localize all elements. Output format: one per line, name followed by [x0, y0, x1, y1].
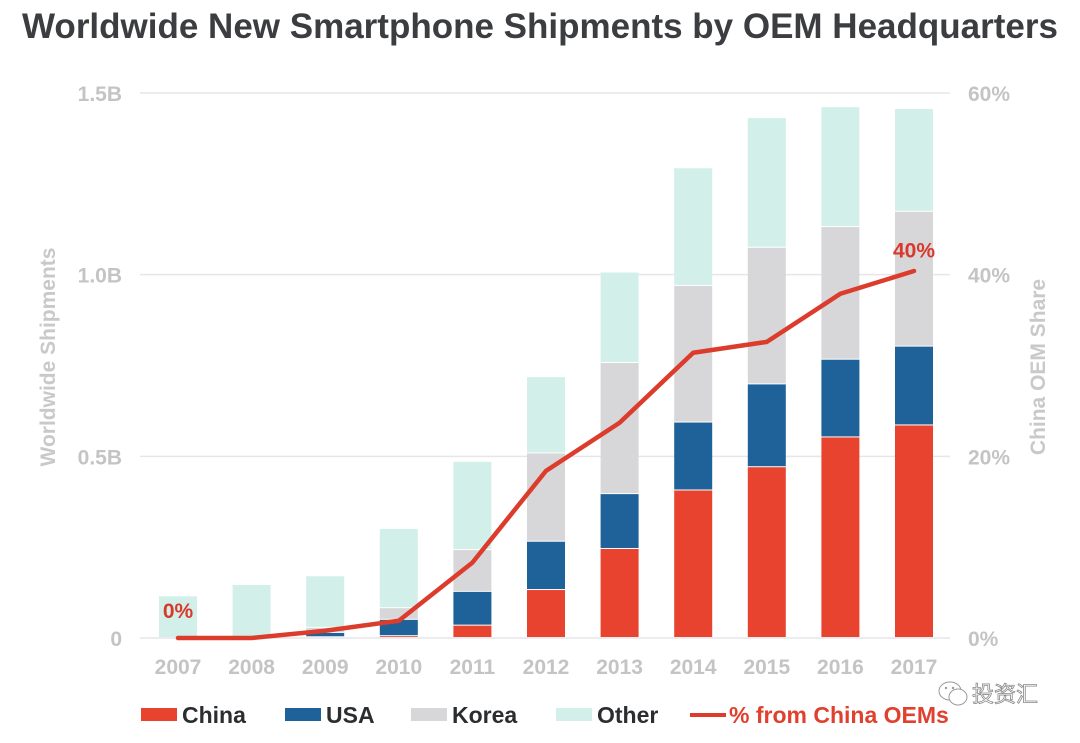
y-axis-ticks: 0 0.5B 1.0B 1.5B [78, 83, 122, 651]
watermark: 投资汇 [938, 681, 1038, 708]
legend-item-from-china-oems: % from China OEMs [690, 702, 949, 728]
bar-usa-2014 [674, 422, 713, 490]
bar-other-2010 [379, 529, 418, 608]
bar-stack-2009 [306, 576, 345, 637]
y2-axis-ticks: 0% 20% 40% 60% [968, 83, 1010, 651]
bar-china-2013 [600, 548, 639, 637]
gridlines [140, 92, 950, 639]
y-axis-title: Worldwide Shipments [37, 248, 60, 467]
bar-stack-2007 [159, 596, 197, 637]
x-tick-label: 2008 [228, 656, 275, 679]
bar-usa-2011 [453, 591, 492, 625]
wechat-icon [938, 681, 968, 706]
bar-other-2016 [821, 107, 860, 227]
chart-title: Worldwide New Smartphone Shipments by OE… [22, 7, 1058, 46]
bar-other-2014 [674, 168, 713, 285]
bar-korea-2012 [527, 453, 565, 541]
annotation-label: 40% [893, 240, 935, 263]
x-tick-label: 2015 [743, 656, 790, 679]
y2-tick-label: 0% [968, 628, 999, 651]
bar-other-2009 [306, 576, 345, 627]
bar-other-2013 [600, 272, 639, 362]
y-tick-label: 0 [110, 628, 122, 651]
bar-stack-2011 [453, 461, 492, 637]
bar-korea-2010 [379, 608, 418, 619]
bar-korea-2015 [747, 247, 786, 384]
bar-stack-2010 [379, 529, 418, 637]
bar-china-2015 [747, 467, 786, 637]
legend-item-korea: Korea [411, 702, 517, 728]
y-tick-label: 1.0B [78, 265, 122, 288]
bar-other-2017 [895, 108, 933, 211]
legend-swatch [556, 708, 592, 721]
y2-tick-label: 40% [968, 265, 1010, 288]
legend-swatch [141, 708, 177, 721]
x-axis-ticks: 2007 2008 2009 2010 2011 2012 2013 2014 2015 2016… [155, 656, 938, 679]
legend-label: % from China OEMs [729, 702, 949, 728]
bar-china-2010 [379, 636, 418, 637]
x-tick-label: 2011 [450, 656, 496, 679]
legend-swatch [285, 708, 321, 721]
bar-usa-2009 [306, 632, 345, 637]
bar-stack-2013 [600, 272, 639, 637]
bar-other-2008 [232, 584, 271, 637]
bar-china-2016 [821, 437, 860, 637]
bar-other-2011 [453, 461, 492, 550]
legend-label: USA [326, 702, 375, 728]
bar-korea-2013 [600, 362, 639, 494]
legend-item-usa: USA [285, 702, 375, 728]
y-tick-label: 1.5B [78, 83, 122, 106]
legend-label: Korea [452, 702, 517, 728]
share-line [175, 268, 917, 641]
bar-stack-2015 [747, 118, 786, 637]
x-tick-label: 2017 [891, 656, 938, 679]
bar-usa-2016 [821, 359, 860, 437]
bar-stack-2012 [527, 377, 565, 637]
bar-china-2014 [674, 490, 713, 637]
bar-usa-2017 [895, 346, 933, 425]
bar-china-2017 [895, 425, 933, 637]
bar-usa-2015 [747, 384, 786, 467]
annotations: 0% 40% [163, 240, 936, 623]
bar-stack-2008 [232, 584, 271, 637]
watermark-text: 投资汇 [972, 683, 1038, 708]
x-tick-label: 2012 [523, 656, 570, 679]
x-tick-label: 2009 [302, 656, 349, 679]
x-tick-label: 2013 [596, 656, 643, 679]
legend-item-other: Other [556, 702, 658, 728]
annotation-label: 0% [163, 600, 194, 623]
x-tick-label: 2014 [670, 656, 717, 679]
bar-korea-2017 [895, 211, 933, 346]
y-tick-label: 0.5B [78, 446, 122, 469]
bar-other-2015 [747, 118, 786, 247]
y2-axis-title: China OEM Share [1027, 279, 1050, 455]
bar-usa-2012 [527, 541, 565, 590]
bar-usa-2013 [600, 494, 639, 548]
x-tick-label: 2007 [155, 656, 202, 679]
bar-stack-2016 [821, 107, 860, 637]
bar-china-2012 [527, 590, 565, 637]
y2-tick-label: 60% [968, 83, 1010, 106]
legend-item-china: China [141, 702, 246, 728]
bar-stack-2017 [895, 108, 933, 637]
legend-swatch [411, 708, 447, 721]
legend: China USA Korea Other % from China OEMs [141, 702, 949, 728]
bars [159, 107, 933, 637]
bar-china-2011 [453, 625, 492, 637]
bar-stack-2014 [674, 168, 713, 637]
legend-label: China [182, 702, 246, 728]
bar-other-2007 [159, 596, 197, 637]
x-tick-label: 2016 [817, 656, 864, 679]
bar-other-2012 [527, 377, 565, 453]
legend-label: Other [597, 702, 658, 728]
x-tick-label: 2010 [375, 656, 422, 679]
y2-tick-label: 20% [968, 446, 1010, 469]
